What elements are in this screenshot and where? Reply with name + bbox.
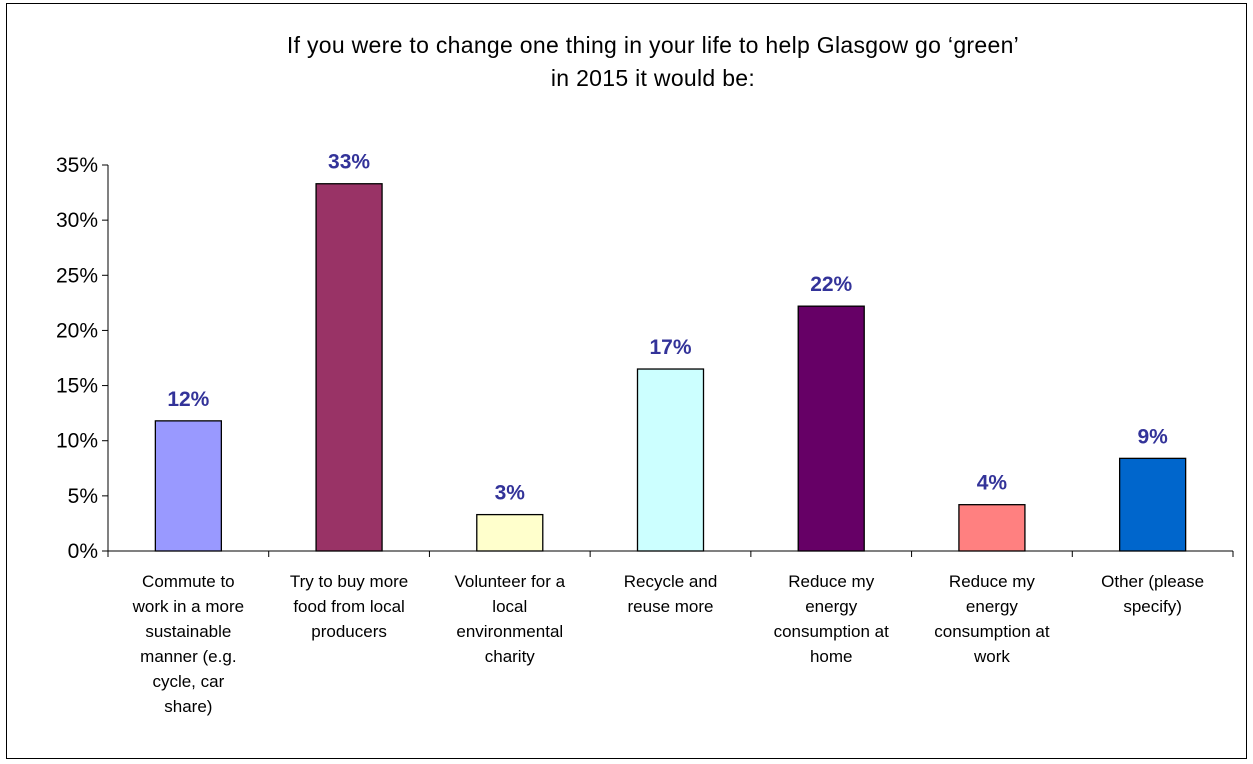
chart-title-line: in 2015 it would be:: [551, 65, 755, 91]
y-tick-label: 10%: [56, 430, 98, 453]
x-tick-label: consumption at: [774, 622, 890, 641]
x-tick-label: energy: [966, 597, 1018, 616]
x-tick-label: Commute to: [142, 572, 235, 591]
x-tick-label: manner (e.g.: [140, 647, 236, 666]
bar: [636, 368, 705, 552]
data-label: 22%: [810, 273, 852, 296]
x-tick-label: Volunteer for a: [454, 572, 565, 591]
chart-frame: [6, 3, 1247, 759]
data-label: 33%: [328, 151, 370, 174]
x-tick-label: local: [492, 597, 527, 616]
bar: [797, 305, 865, 552]
y-tick-label: 30%: [56, 209, 98, 232]
x-tick-label: Reduce my: [788, 572, 874, 591]
bar: [154, 420, 223, 552]
x-tick-label: Reduce my: [949, 572, 1035, 591]
x-tick-label: reuse more: [628, 597, 714, 616]
y-tick-label: 35%: [56, 154, 98, 177]
bar: [1118, 457, 1187, 552]
y-tick-label: 0%: [68, 540, 98, 563]
x-tick-label: cycle, car: [152, 672, 224, 691]
x-tick-label: share): [164, 697, 212, 716]
x-tick-label: environmental: [456, 622, 563, 641]
y-axis: 0% 5% 10% 15% 20% 25% 30% 35%: [56, 154, 109, 563]
y-tick-label: 25%: [56, 264, 98, 287]
x-tick-label: Other (please: [1101, 572, 1204, 591]
data-label: 12%: [167, 388, 209, 411]
x-tick-label: consumption at: [934, 622, 1050, 641]
data-label: 4%: [977, 472, 1008, 495]
bar: [315, 183, 383, 552]
data-label: 9%: [1137, 425, 1168, 448]
data-label: 17%: [649, 336, 691, 359]
x-tick-label: work in a more: [132, 597, 244, 616]
y-tick-label: 15%: [56, 375, 98, 398]
y-tick-label: 5%: [68, 485, 98, 508]
x-tick-label: energy: [805, 597, 857, 616]
x-tick-label: food from local: [293, 597, 405, 616]
bar: [958, 504, 1026, 552]
x-tick-label: sustainable: [145, 622, 231, 641]
x-axis: Commute to work in a more sustainable manne…: [107, 550, 1234, 716]
x-tick-label: Recycle and: [624, 572, 718, 591]
x-tick-label: work: [973, 647, 1010, 666]
x-tick-label: Try to buy more: [290, 572, 408, 591]
bar: [476, 513, 544, 552]
bars: [154, 183, 1187, 552]
data-labels: 12% 33% 3% 17% 22% 4% 9%: [167, 151, 1168, 505]
data-label: 3%: [495, 482, 526, 505]
chart-title-line: If you were to change one thing in your …: [287, 32, 1019, 58]
x-tick-label: home: [810, 647, 853, 666]
chart-title: If you were to change one thing in your …: [287, 32, 1019, 91]
x-tick-label: charity: [485, 647, 536, 666]
x-tick-label: specify): [1123, 597, 1182, 616]
y-tick-label: 20%: [56, 319, 98, 342]
x-tick-label: producers: [311, 622, 387, 641]
